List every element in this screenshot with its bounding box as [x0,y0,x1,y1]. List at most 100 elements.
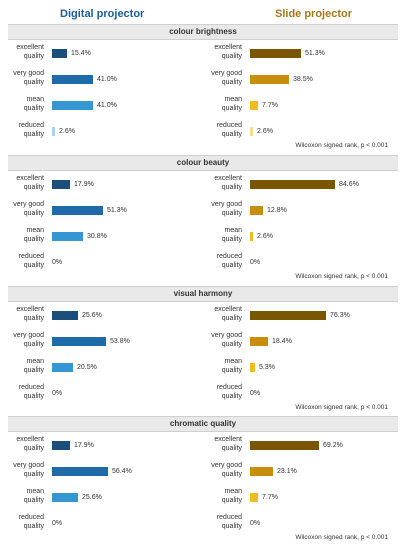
category-label: very good quality [13,462,44,478]
data-bar [52,49,67,58]
bar-row: very good quality 23.1% [206,459,396,485]
data-label: 51.3% [107,207,127,214]
data-label: 56.4% [112,468,132,475]
bar-row: reduced quality 0% [8,511,198,537]
data-label: 38.5% [293,76,313,83]
digital-panel: excellent quality 17.9% very good quality 51.… [8,172,198,284]
bar-row: excellent quality 69.2% [206,433,396,459]
data-label: 30.8% [87,233,107,240]
category-label: reduced quality [18,384,44,400]
data-label: 0% [52,390,63,397]
data-bar [52,441,70,450]
data-bar [250,337,268,346]
bar-row: excellent quality 15.4% [8,41,198,67]
section-title: colour brightness [8,24,398,40]
data-label: 17.9% [74,442,94,449]
data-label: 18.4% [272,338,292,345]
data-label: 2.6% [59,128,75,135]
category-label: mean quality [23,488,44,504]
bar-row: very good quality 41.0% [8,67,198,93]
data-bar [52,311,78,320]
category-label: mean quality [221,227,242,243]
section-title: colour beauty [8,155,398,171]
data-bar [52,467,108,476]
bar-row: reduced quality 2.6% [8,119,198,145]
category-label: mean quality [221,358,242,374]
category-label: excellent quality [214,436,242,452]
data-label: 41.0% [97,76,117,83]
category-label: very good quality [211,462,242,478]
digital-panel: excellent quality 17.9% very good quality 56.… [8,433,198,545]
data-label: 0% [250,259,261,266]
category-label: mean quality [23,227,44,243]
data-bar [250,180,335,189]
data-bar [52,180,70,189]
category-label: mean quality [23,96,44,112]
slide-panel: excellent quality 84.6% very good quality 12.… [206,172,396,284]
data-bar [250,206,263,215]
data-bar [250,441,319,450]
data-label: 2.6% [257,128,273,135]
data-bar [250,311,326,320]
category-label: excellent quality [16,306,44,322]
category-label: reduced quality [18,122,44,138]
chart-section: visual harmony excellent quality 25.6% very … [8,286,398,414]
data-bar [52,101,93,110]
data-label: 23.1% [277,468,297,475]
category-label: mean quality [221,488,242,504]
bar-row: mean quality 20.5% [8,355,198,381]
category-label: very good quality [211,332,242,348]
chart-section: colour beauty excellent quality 17.9% very g… [8,155,398,283]
data-bar [250,363,255,372]
category-label: very good quality [13,70,44,86]
bar-row: very good quality 56.4% [8,459,198,485]
data-bar [52,232,83,241]
section-title: visual harmony [8,286,398,302]
category-label: very good quality [13,201,44,217]
significance-note: Wilcoxon signed rank, p < 0.001 [295,404,388,411]
slide-panel: excellent quality 76.3% very good quality 18.… [206,303,396,415]
data-bar [52,127,55,136]
data-label: 51.3% [305,50,325,57]
data-label: 0% [250,390,261,397]
bar-row: reduced quality 0% [206,381,396,407]
data-label: 7.7% [262,494,278,501]
bar-row: very good quality 53.8% [8,329,198,355]
bar-row: reduced quality 0% [8,381,198,407]
data-label: 12.8% [267,207,287,214]
category-label: reduced quality [216,253,242,269]
data-label: 25.6% [82,494,102,501]
digital-panel: excellent quality 15.4% very good quality 41.… [8,41,198,153]
data-label: 41.0% [97,102,117,109]
data-bar [52,206,103,215]
data-bar [250,493,258,502]
data-label: 2.6% [257,233,273,240]
category-label: mean quality [23,358,44,374]
significance-note: Wilcoxon signed rank, p < 0.001 [295,534,388,541]
significance-note: Wilcoxon signed rank, p < 0.001 [295,142,388,149]
data-label: 5.3% [259,364,275,371]
bar-row: excellent quality 25.6% [8,303,198,329]
bar-row: mean quality 7.7% [206,485,396,511]
category-label: very good quality [211,70,242,86]
bar-row: reduced quality 0% [8,250,198,276]
bar-row: mean quality 30.8% [8,224,198,250]
category-label: reduced quality [216,514,242,530]
bar-row: mean quality 2.6% [206,224,396,250]
bar-row: very good quality 18.4% [206,329,396,355]
bar-row: mean quality 5.3% [206,355,396,381]
slide-projector-header: Slide projector [275,8,353,20]
bar-row: very good quality 12.8% [206,198,396,224]
data-label: 15.4% [71,50,91,57]
bar-row: excellent quality 17.9% [8,172,198,198]
bar-row: excellent quality 84.6% [206,172,396,198]
category-label: excellent quality [16,436,44,452]
data-bar [52,363,73,372]
data-bar [250,101,258,110]
section-title: chromatic quality [8,416,398,432]
data-bar [250,467,273,476]
data-label: 0% [52,520,63,527]
data-bar [250,75,289,84]
category-label: excellent quality [214,44,242,60]
significance-note: Wilcoxon signed rank, p < 0.001 [295,273,388,280]
